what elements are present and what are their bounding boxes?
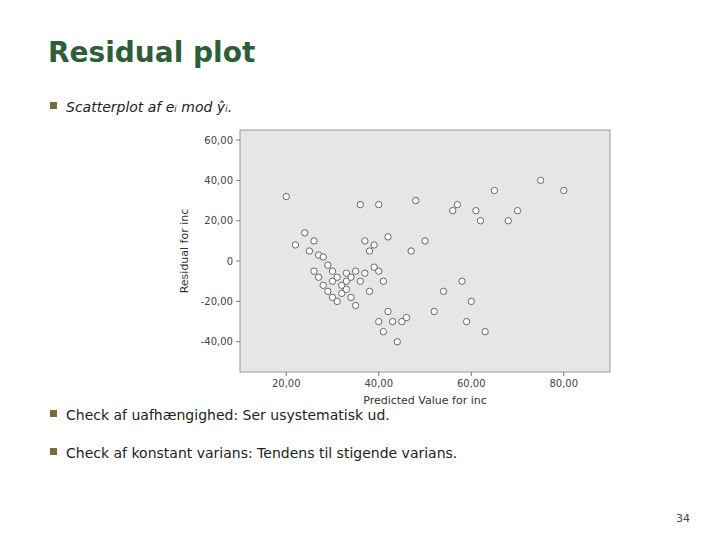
point [357,201,363,207]
x-tick-label: 20,00 [272,378,301,389]
point [440,288,446,294]
point [463,318,469,324]
bullet-marker [50,102,57,109]
point [376,201,382,207]
page-number: 34 [676,512,690,525]
point [306,248,312,254]
point [348,294,354,300]
point [320,254,326,260]
point [482,328,488,334]
point [376,318,382,324]
point [292,242,298,248]
point [380,328,386,334]
y-tick-label: 60,00 [204,135,233,146]
point [315,274,321,280]
point [362,270,368,276]
point [376,268,382,274]
point [408,248,414,254]
point [357,278,363,284]
point [311,268,317,274]
point [422,238,428,244]
x-tick [471,372,472,376]
bullet-text: Check af konstant varians: Tendens til s… [66,445,457,461]
point [325,288,331,294]
point [348,274,354,280]
point [450,207,456,213]
points [283,177,567,345]
point [385,308,391,314]
point [468,298,474,304]
title: Residual plot [48,36,255,69]
point [380,278,386,284]
point [362,238,368,244]
slide: Residual plot Scatterplot af eᵢ mod ŷᵢ. Ch… [0,0,720,540]
y-tick-label: 20,00 [204,215,233,226]
point [325,262,331,268]
point [334,274,340,280]
x-tick [378,372,379,376]
y-tick [236,140,240,141]
point [514,207,520,213]
point [403,314,409,320]
point [505,218,511,224]
x-axis-label: Predicted Value for inc [363,394,487,407]
y-tick [236,261,240,262]
x-tick-label: 40,00 [364,378,393,389]
y-tick [236,180,240,181]
y-tick-label: 0 [227,256,233,267]
point [371,242,377,248]
y-tick-label: 40,00 [204,175,233,186]
x-tick-label: 80,00 [549,378,578,389]
plot-frame [240,130,610,372]
point [491,187,497,193]
bullet-marker [50,448,57,455]
y-tick [236,341,240,342]
point [343,286,349,292]
point [561,187,567,193]
x-tick [563,372,564,376]
bullet-text: Check af uafhængighed: Ser usystematisk … [66,407,390,423]
point [352,302,358,308]
point [283,193,289,199]
y-tick [236,220,240,221]
point [334,298,340,304]
bullet-marker [50,410,57,417]
point [413,197,419,203]
point [431,308,437,314]
bullet-text: Scatterplot af eᵢ mod ŷᵢ. [66,99,232,115]
point [389,318,395,324]
y-axis-label: Residual for inc [178,209,191,294]
point [454,201,460,207]
point [366,248,372,254]
point [366,288,372,294]
point [385,234,391,240]
point [477,218,483,224]
point [320,282,326,288]
y-tick-label: -20,00 [201,296,233,307]
point [537,177,543,183]
x-tick-label: 60,00 [457,378,486,389]
point [302,230,308,236]
y-tick [236,301,240,302]
point [329,268,335,274]
point [473,207,479,213]
point [311,238,317,244]
point [394,339,400,345]
point [459,278,465,284]
point [352,268,358,274]
y-tick-label: -40,00 [201,336,233,347]
x-tick [286,372,287,376]
